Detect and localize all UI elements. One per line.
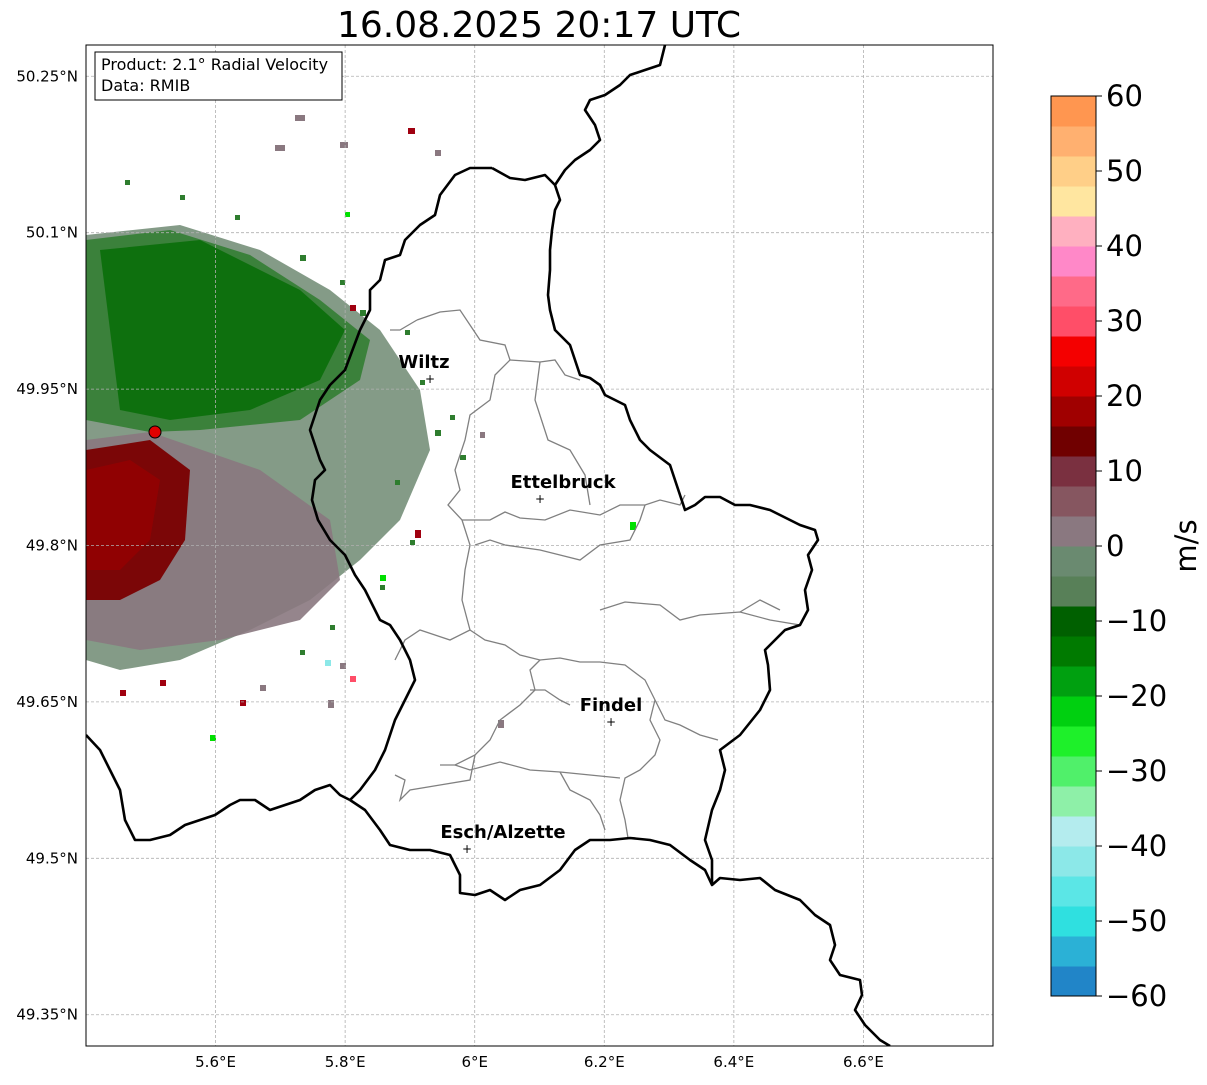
colorbar-swatch [1051, 306, 1096, 337]
colorbar-swatch [1051, 666, 1096, 697]
colorbar-swatch [1051, 876, 1096, 907]
city-marker-icon: + [425, 372, 435, 386]
city-ettelbruck: Ettelbruck + [510, 472, 616, 506]
map-area: Wiltz + Ettelbruck + Findel + Esch/Alzet… [86, 45, 993, 1046]
city-label: Wiltz [398, 352, 449, 373]
lon-tick-label: 6.6°E [843, 1053, 884, 1071]
colorbar-swatch [1051, 456, 1096, 487]
latitude-tick-labels: 50.25°N 50.1°N 49.95°N 49.8°N 49.65°N 49.5°N 4… [16, 67, 78, 1023]
colorbar-swatch [1051, 756, 1096, 787]
lat-tick-label: 49.65°N [16, 693, 78, 711]
colorbar-swatch [1051, 96, 1096, 127]
colorbar-swatch [1051, 636, 1096, 667]
lat-tick-label: 49.95°N [16, 380, 78, 398]
map-frame [85, 44, 994, 1047]
colorbar-tick-label: 10 [1106, 454, 1143, 488]
colorbar-tick-label: −40 [1106, 829, 1167, 863]
colorbar-tick-label: 0 [1106, 529, 1124, 563]
colorbar-tick-label: 40 [1106, 229, 1143, 263]
colorbar-swatch [1051, 816, 1096, 847]
colorbar-tick-label: 20 [1106, 379, 1143, 413]
colorbar-swatch [1051, 366, 1096, 397]
colorbar-swatch [1051, 936, 1096, 967]
colorbar-tick-label: 60 [1106, 79, 1143, 113]
colorbar-tick-label: −10 [1106, 604, 1167, 638]
national-borders [86, 45, 891, 1046]
colorbar-tick-label: −60 [1106, 979, 1167, 1013]
city-label: Ettelbruck [510, 472, 616, 493]
city-label: Findel [580, 695, 643, 716]
colorbar-tick-label: −20 [1106, 679, 1167, 713]
colorbar-swatch [1051, 426, 1096, 457]
colorbar-unit-label: m/s [1169, 519, 1203, 572]
colorbar-swatch [1051, 576, 1096, 607]
product-info-box: Product: 2.1° Radial Velocity Data: RMIB [94, 51, 343, 101]
product-label: Product: 2.1° Radial Velocity [101, 55, 328, 74]
radar-site-marker [148, 425, 162, 439]
colorbar-swatch [1051, 396, 1096, 427]
colorbar-tick-label: 30 [1106, 304, 1143, 338]
colorbar-swatch [1051, 276, 1096, 307]
colorbar-swatch [1051, 126, 1096, 157]
colorbar-tick-label: 50 [1106, 154, 1143, 188]
lon-tick-label: 6°E [461, 1053, 488, 1071]
colorbar-swatch [1051, 486, 1096, 517]
colorbar-swatches [1051, 96, 1096, 997]
city-esch-alzette: Esch/Alzette + [440, 822, 565, 856]
lon-tick-label: 6.2°E [584, 1053, 625, 1071]
data-source-label: Data: RMIB [101, 76, 190, 95]
radar-echoes [86, 115, 636, 741]
colorbar-swatch [1051, 516, 1096, 547]
canton-boundaries [390, 309, 801, 839]
colorbar-swatch [1051, 846, 1096, 877]
colorbar-swatch [1051, 336, 1096, 367]
lon-tick-label: 6.4°E [713, 1053, 754, 1071]
colorbar-swatch [1051, 696, 1096, 727]
lat-tick-label: 49.35°N [16, 1006, 78, 1024]
city-label: Esch/Alzette [440, 822, 565, 843]
colorbar-swatch [1051, 156, 1096, 187]
lat-tick-label: 50.1°N [26, 224, 78, 242]
colorbar-swatch [1051, 966, 1096, 997]
city-wiltz: Wiltz + [398, 352, 449, 386]
colorbar-swatch [1051, 786, 1096, 817]
colorbar-tick-label: −30 [1106, 754, 1167, 788]
colorbar-swatch [1051, 906, 1096, 937]
velocity-colorbar: 60 50 40 30 20 10 0 −10 −20 −30 −40 −50 −60 m/s [1050, 79, 1203, 1013]
city-labels: Wiltz + Ettelbruck + Findel + Esch/Alzet… [398, 352, 642, 856]
lon-tick-label: 5.8°E [325, 1053, 366, 1071]
lat-tick-label: 49.8°N [26, 537, 78, 555]
city-marker-icon: + [606, 715, 616, 729]
lat-tick-label: 50.25°N [16, 67, 78, 85]
map-title: 16.08.2025 20:17 UTC [337, 5, 741, 46]
colorbar-swatch [1051, 726, 1096, 757]
colorbar-tick-labels: 60 50 40 30 20 10 0 −10 −20 −30 −40 −50 −60 [1096, 79, 1167, 1013]
longitude-tick-labels: 5.6°E 5.8°E 6°E 6.2°E 6.4°E 6.6°E [195, 1053, 884, 1071]
colorbar-tick-label: −50 [1106, 904, 1167, 938]
colorbar-swatch [1051, 186, 1096, 217]
colorbar-swatch [1051, 216, 1096, 247]
colorbar-swatch [1051, 606, 1096, 637]
colorbar-swatch [1051, 246, 1096, 277]
lat-tick-label: 49.5°N [26, 849, 78, 867]
city-findel: Findel + [580, 695, 643, 729]
lon-tick-label: 5.6°E [195, 1053, 236, 1071]
city-marker-icon: + [462, 842, 472, 856]
colorbar-swatch [1051, 546, 1096, 577]
city-marker-icon: + [535, 492, 545, 506]
